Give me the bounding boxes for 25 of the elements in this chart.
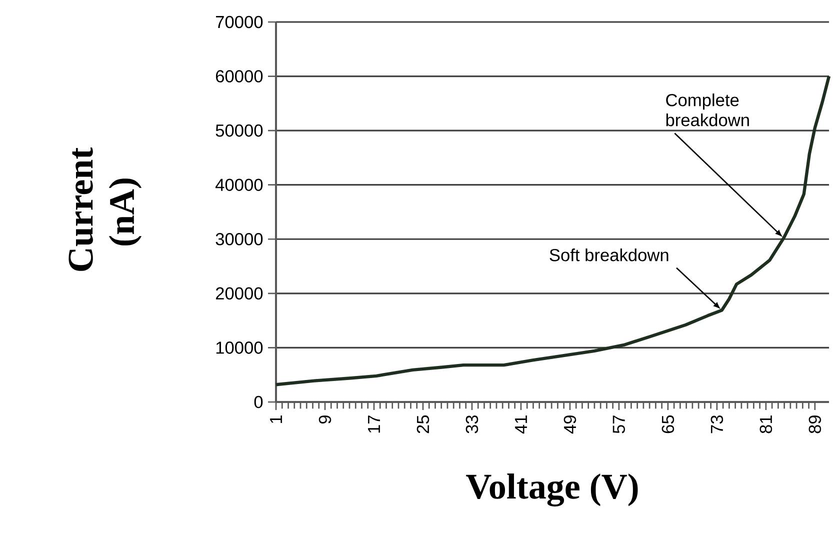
x-tick-label: 57	[612, 416, 625, 434]
annotation: Complete breakdown	[666, 94, 749, 126]
x-tick-label: 25	[416, 415, 430, 434]
annotation: Soft breakdown	[550, 248, 668, 262]
x-tick-label: 33	[466, 415, 478, 434]
y-tick-label: 20000	[216, 287, 263, 300]
x-tick-label: 1	[270, 416, 282, 424]
y-tick-label: 70000	[216, 16, 263, 28]
x-tick-label: 73	[710, 415, 724, 434]
x-tick-label: 89	[808, 416, 822, 434]
y-axis-title: Current (nA)	[68, 148, 142, 271]
y-tick-label: 40000	[215, 178, 263, 191]
y-tick-label: 30000	[216, 232, 263, 246]
y-tick-label: 10000	[216, 342, 263, 354]
x-tick-label: 81	[760, 416, 772, 434]
x-tick-label: 49	[564, 416, 576, 434]
x-tick-label: 65	[662, 415, 674, 434]
x-tick-label: 17	[368, 416, 380, 433]
y-tick-label: 0	[254, 396, 263, 408]
x-tick-label: 9	[318, 416, 332, 424]
x-tick-label: 41	[515, 416, 527, 434]
x-axis-title: Voltage (V)	[466, 474, 638, 506]
y-tick-label: 50000	[216, 124, 263, 137]
line-series	[274, 74, 831, 386]
y-tick-label: 60000	[216, 70, 263, 82]
